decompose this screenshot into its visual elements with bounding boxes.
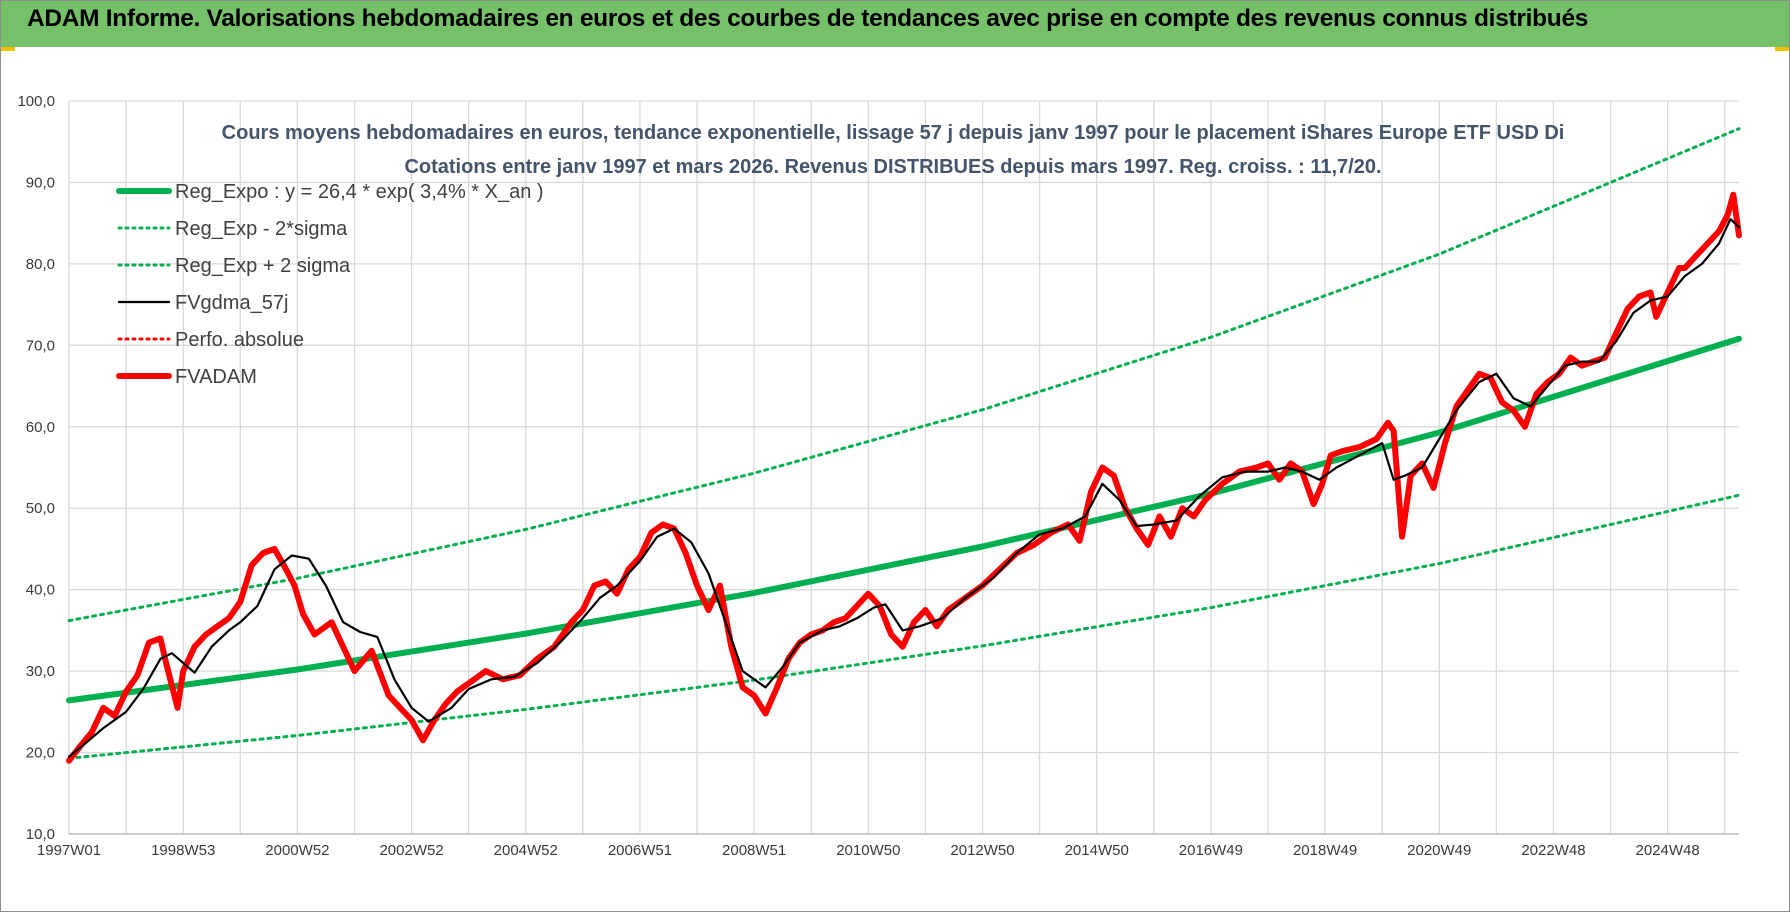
x-tick-label: 2012W50 — [950, 842, 1014, 859]
y-tick-label: 70,0 — [26, 337, 55, 354]
chart: 10,0 20,0 30,0 40,0 50,0 60,0 70,0 80,0 90,0 100,… — [17, 93, 1742, 859]
legend-label-3: Reg_Exp + 2 sigma — [175, 255, 351, 277]
x-tick-label: 2022W48 — [1521, 842, 1585, 859]
title-banner: ADAM Informe. Valorisations hebdomadaire… — [1, 1, 1789, 47]
legend-label-6: FVADAM — [175, 366, 257, 388]
chart-title-line-2: Cotations entre janv 1997 et mars 2026. … — [404, 156, 1381, 178]
series-line-6 — [66, 191, 1742, 764]
legend-label-1: Reg_Expo : y = 26,4 * exp( 3,4% * X_an ) — [175, 181, 544, 203]
series-line-1 — [66, 335, 1742, 704]
x-axis: 1997W01 1998W53 2000W52 2002W52 2004W52 2006W… — [37, 842, 1700, 859]
chart-title-line-1: Cours moyens hebdomadaires en euros, ten… — [222, 122, 1565, 144]
legend-label-2: Reg_Exp - 2*sigma — [175, 218, 348, 240]
legend: Reg_Expo : y = 26,4 * exp( 3,4% * X_an )… — [116, 181, 544, 388]
corner-mark-right — [1775, 47, 1789, 51]
grid — [68, 100, 1739, 835]
legend-label-5: Perfo. absolue — [175, 329, 304, 351]
y-tick-label: 90,0 — [26, 174, 55, 191]
x-tick-label: 2014W50 — [1065, 842, 1129, 859]
plot-area — [66, 127, 1742, 764]
legend-label-4: FVgdma_57j — [175, 292, 288, 314]
y-tick-label: 30,0 — [26, 663, 55, 680]
y-tick-label: 20,0 — [26, 745, 55, 762]
corner-mark-left — [1, 47, 15, 51]
x-tick-label: 2002W52 — [379, 842, 443, 859]
x-tick-label: 2010W50 — [836, 842, 900, 859]
x-tick-label: 1997W01 — [37, 842, 101, 859]
y-tick-label: 60,0 — [26, 419, 55, 436]
x-tick-label: 2000W52 — [265, 842, 329, 859]
x-tick-label: 2016W49 — [1179, 842, 1243, 859]
y-tick-label: 80,0 — [26, 256, 55, 273]
series-line-3 — [67, 127, 1741, 623]
x-tick-label: 2018W49 — [1293, 842, 1357, 859]
y-tick-label: 40,0 — [26, 582, 55, 599]
x-tick-label: 2006W51 — [608, 842, 672, 859]
x-tick-label: 2024W48 — [1636, 842, 1700, 859]
x-tick-label: 2020W49 — [1407, 842, 1471, 859]
x-tick-label: 2008W51 — [722, 842, 786, 859]
x-tick-label: 2004W52 — [494, 842, 558, 859]
y-tick-label: 10,0 — [26, 826, 55, 843]
y-tick-label: 100,0 — [17, 93, 55, 110]
series-line-4 — [67, 218, 1741, 758]
x-tick-label: 1998W53 — [151, 842, 215, 859]
series-line-2 — [67, 493, 1741, 760]
y-tick-label: 50,0 — [26, 500, 55, 517]
page-title: ADAM Informe. Valorisations hebdomadaire… — [27, 5, 1589, 32]
y-axis: 10,0 20,0 30,0 40,0 50,0 60,0 70,0 80,0 90,0 100,… — [17, 93, 55, 843]
